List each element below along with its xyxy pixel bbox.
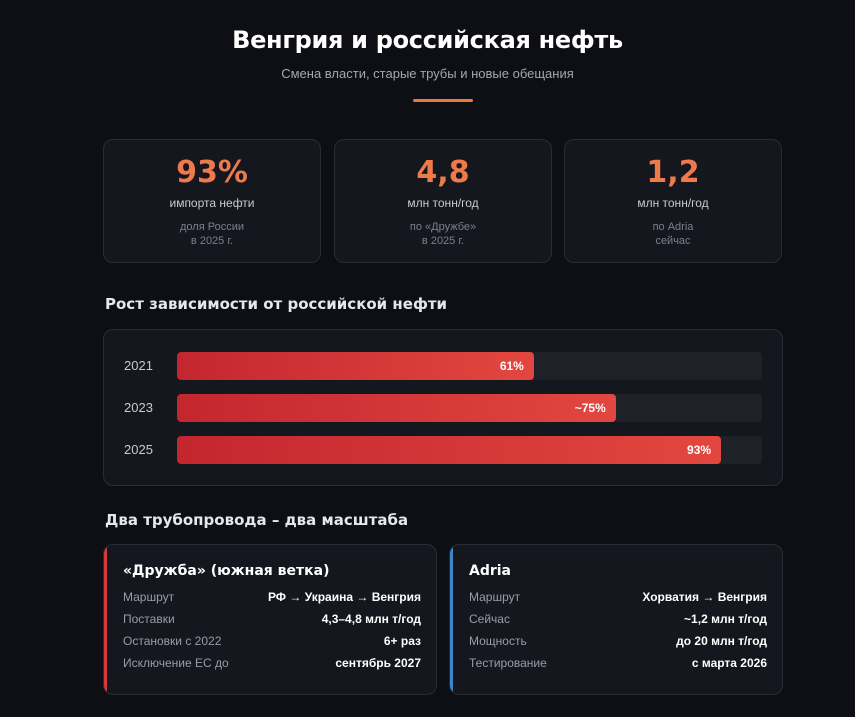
pipeline-row: Тестирование с марта 2026 [469,656,767,676]
pipeline-card-druzhba: «Дружба» (южная ветка) Маршрут РФ → Укра… [103,544,437,695]
pipeline-row: Маршрут Хорватия → Венгрия [469,590,767,610]
pipeline-row: Мощность до 20 млн т/год [469,634,767,654]
pipeline-row: Остановки с 2022 6+ раз [123,634,421,654]
pipelines-section-title: Два трубопровода – два масштаба [105,511,409,529]
row-value: ~1,2 млн т/год [684,612,767,626]
row-key: Маршрут [469,590,521,604]
stat-card-druzhba-volume: 4,8 млн тонн/год по «Дружбе» в 2025 г. [334,139,552,263]
bar-2025: 93% [177,436,722,464]
row-value: до 20 млн т/год [676,634,767,648]
bar-category-label: 2023 [124,400,153,415]
row-key: Сейчас [469,612,510,626]
pipeline-row: Исключение ЕС до сентябрь 2027 [123,656,421,676]
pipeline-name: Adria [469,563,512,579]
bar-value-label: ~75% [574,401,606,415]
row-value: Хорватия → Венгрия [642,590,767,604]
stat-value: 4,8 [416,155,470,190]
row-value: с марта 2026 [691,656,767,670]
bar-value-label: 61% [499,359,524,373]
row-value: 6+ раз [383,634,421,648]
dependency-section-title: Рост зависимости от российской нефти [105,295,448,313]
pipeline-name: «Дружба» (южная ветка) [123,563,330,579]
stat-note-line: в 2025 г. [190,235,234,247]
row-key: Остановки с 2022 [123,634,222,648]
dependency-bar-chart: 2021 61% 2023 ~75% 2025 93% [103,329,783,486]
bar-row-2023: 2023 ~75% [104,394,782,422]
pipeline-row: Маршрут РФ → Украина → Венгрия [123,590,421,610]
stat-unit: импорта нефти [169,196,255,210]
card-accent-bar [104,545,107,694]
bar-row-2025: 2025 93% [104,436,782,464]
stat-note-line: доля России [180,221,244,233]
stat-note-line: в 2025 г. [421,235,465,247]
stat-note-line: сейчас [655,235,691,247]
row-value: РФ → Украина → Венгрия [267,590,421,604]
bar-track: 61% [177,352,762,380]
row-key: Поставки [123,612,175,626]
stat-note: по «Дружбе» в 2025 г. [335,220,551,248]
bar-category-label: 2025 [124,442,153,457]
stat-unit: млн тонн/год [637,196,709,210]
stat-note-line: по «Дружбе» [409,221,477,233]
row-value: сентябрь 2027 [335,656,421,670]
bar-category-label: 2021 [124,358,153,373]
stat-value: 1,2 [646,155,700,190]
stat-note: доля России в 2025 г. [104,220,320,248]
row-key: Маршрут [123,590,175,604]
bar-2021: 61% [177,352,534,380]
row-key: Исключение ЕС до [123,656,229,670]
stat-card-adria-volume: 1,2 млн тонн/год по Adria сейчас [564,139,782,263]
stat-unit: млн тонн/год [407,196,479,210]
row-value: 4,3–4,8 млн т/год [321,612,421,626]
stat-card-import-share: 93% импорта нефти доля России в 2025 г. [103,139,321,263]
title-divider [413,99,473,102]
stat-note-line: по Adria [652,221,694,233]
pipeline-row: Поставки 4,3–4,8 млн т/год [123,612,421,632]
page-title: Венгрия и российская нефть [232,26,623,54]
bar-value-label: 93% [687,443,712,457]
bar-row-2021: 2021 61% [104,352,782,380]
pipeline-card-adria: Adria Маршрут Хорватия → Венгрия Сейчас … [449,544,783,695]
row-key: Тестирование [469,656,547,670]
pipeline-row: Сейчас ~1,2 млн т/год [469,612,767,632]
bar-track: 93% [177,436,762,464]
stat-value: 93% [176,155,248,190]
bar-2023: ~75% [177,394,616,422]
stat-note: по Adria сейчас [565,220,781,248]
card-accent-bar [450,545,453,694]
bar-track: ~75% [177,394,762,422]
row-key: Мощность [469,634,527,648]
page-subtitle: Смена власти, старые трубы и новые обеща… [281,66,574,81]
